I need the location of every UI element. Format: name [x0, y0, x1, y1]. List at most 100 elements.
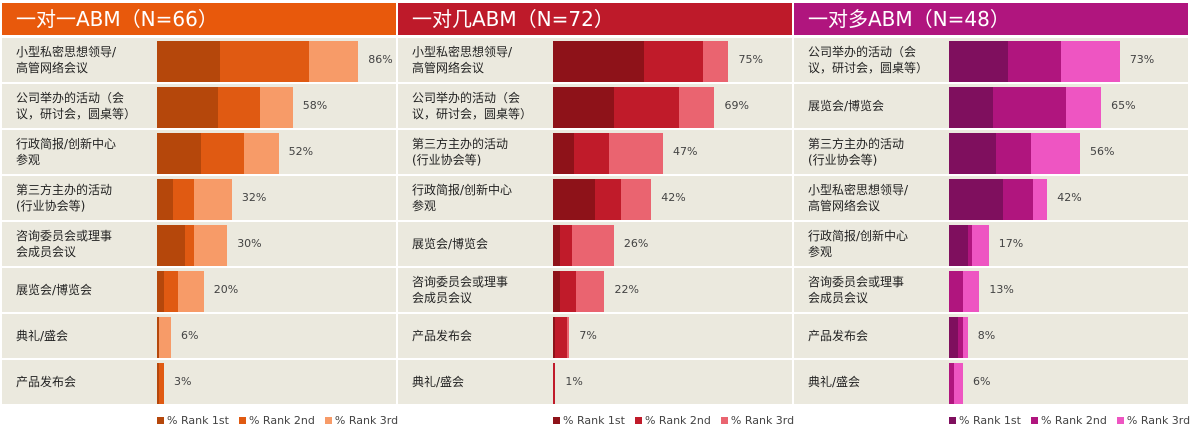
chart-row: 产品发布会 3% [2, 360, 396, 404]
bar-segment-rank-3 [576, 271, 605, 312]
bar-segment-rank-2 [574, 133, 610, 174]
total-value-label: 75% [738, 53, 763, 66]
bar-segment-rank-3 [620, 179, 652, 220]
bar-segment-rank-3 [178, 271, 204, 312]
bar-segment-rank-3 [309, 41, 359, 82]
total-value-label: 58% [302, 99, 328, 112]
legend-label: % Rank 1st [167, 414, 229, 427]
bar-segment-rank-2 [949, 271, 964, 312]
total-value-label: 42% [1057, 191, 1082, 204]
chart-title: 一对多ABM（N=48） [794, 3, 1188, 35]
chart-row: 小型私密思想领导/ 高管网络会议 42% [794, 176, 1188, 220]
total-value-label: 1% [565, 375, 583, 388]
bar-segment-rank-3 [972, 225, 989, 266]
bar-segment-rank-1 [949, 179, 1003, 220]
legend-swatch [720, 417, 728, 424]
bar-segment-rank-3 [1066, 87, 1102, 128]
legend-swatch [157, 417, 164, 424]
bar-segment-rank-1 [949, 225, 968, 266]
legend-swatch [238, 417, 246, 424]
category-label: 咨询委员会或理事 会成员会议 [16, 229, 113, 259]
legend-swatch [1030, 417, 1038, 424]
legend-label: % Rank 3rd [730, 414, 795, 427]
total-value-label: 69% [724, 99, 749, 112]
legend: % Rank 1st % Rank 2nd % Rank 3rd [553, 414, 794, 427]
bar-segment-rank-3 [1061, 41, 1120, 82]
total-value-label: 86% [368, 53, 393, 66]
chart-row: 第三方主办的活动 (行业协会等) 32% [2, 176, 396, 220]
bar-segment-rank-2 [185, 225, 195, 266]
category-label: 行政简报/创新中心 参观 [16, 137, 117, 167]
chart-row: 行政简报/创新中心 参观 17% [794, 222, 1188, 266]
legend-item: % Rank 3rd [1116, 414, 1191, 427]
legend-label: % Rank 1st [563, 414, 625, 427]
bar-segment-rank-3 [243, 133, 279, 174]
bar-segment-rank-2 [217, 87, 260, 128]
chart-row: 第三方主办的活动 (行业协会等) 47% [398, 130, 792, 174]
total-value-label: 6% [973, 375, 991, 388]
bar-segment-rank-2 [949, 363, 954, 404]
bar-segment-rank-1 [949, 87, 994, 128]
bar-segment-rank-2 [159, 363, 164, 404]
bar-segment-rank-1 [949, 317, 959, 358]
bar-segment-rank-2 [613, 87, 680, 128]
chart-row: 行政简报/创新中心 参观 42% [398, 176, 792, 220]
chart-row: 行政简报/创新中心 参观 52% [2, 130, 396, 174]
legend-swatch [553, 417, 560, 424]
total-value-label: 20% [213, 283, 239, 296]
legend-swatch [634, 417, 642, 424]
category-label: 第三方主办的活动 (行业协会等) [412, 137, 509, 167]
bar-segment-rank-3 [1033, 179, 1048, 220]
bar-segment-rank-2 [560, 225, 572, 266]
total-value-label: 47% [672, 145, 698, 158]
bar-segment-rank-1 [157, 87, 218, 128]
category-label: 小型私密思想领导/ 高管网络会议 [16, 45, 117, 75]
bar-segment-rank-1 [553, 179, 596, 220]
category-label: 产品发布会 [808, 329, 869, 343]
total-value-label: 8% [977, 329, 996, 342]
chart-title: 一对一ABM（N=66） [2, 3, 396, 35]
total-value-label: 17% [998, 237, 1024, 250]
category-label: 典礼/盛会 [808, 375, 861, 389]
bar-segment-rank-3 [194, 225, 228, 266]
category-label: 公司举办的活动（会 议，研讨会，圆桌等） [808, 45, 929, 75]
legend-label: % Rank 3rd [1126, 414, 1191, 427]
bar-segment-rank-1 [157, 41, 221, 82]
bar-segment-rank-1 [157, 363, 160, 404]
total-value-label: 22% [614, 283, 639, 296]
legend-item: % Rank 1st [949, 414, 1021, 427]
chart-row: 典礼/盛会 1% [398, 360, 792, 404]
total-value-label: 73% [1129, 53, 1155, 66]
chart-row: 典礼/盛会 6% [2, 314, 396, 358]
chart-title: 一对几ABM（N=72） [398, 3, 792, 35]
category-label: 小型私密思想领导/ 高管网络会议 [808, 183, 909, 213]
bar-segment-rank-3 [963, 317, 968, 358]
bar-segment-rank-2 [173, 179, 195, 220]
category-label: 典礼/盛会 [412, 375, 465, 389]
bar-segment-rank-1 [553, 41, 645, 82]
bar-segment-rank-3 [567, 317, 570, 358]
total-value-label: 30% [237, 237, 262, 250]
bar-segment-rank-3 [963, 271, 980, 312]
bar-segment-rank-1 [157, 271, 165, 312]
total-value-label: 52% [288, 145, 314, 158]
chart-row: 第三方主办的活动 (行业协会等) 56% [794, 130, 1188, 174]
legend-item: % Rank 1st [553, 414, 625, 427]
bar-segment-rank-2 [220, 41, 310, 82]
bar-segment-rank-2 [967, 225, 973, 266]
legend-label: % Rank 2nd [248, 414, 315, 427]
total-value-label: 26% [623, 237, 649, 250]
bar-segment-rank-3 [259, 87, 293, 128]
bar-segment-rank-2 [595, 179, 621, 220]
category-label: 第三方主办的活动 (行业协会等) [16, 183, 113, 213]
bar-segment-rank-3 [1030, 133, 1081, 174]
category-label: 公司举办的活动（会 议，研讨会，圆桌等） [16, 91, 137, 121]
bar-segment-rank-1 [553, 225, 561, 266]
bar-segment-rank-3 [702, 41, 729, 82]
legend-item: % Rank 3rd [720, 414, 795, 427]
bar-segment-rank-3 [571, 225, 614, 266]
category-label: 咨询委员会或理事 会成员会议 [412, 275, 509, 305]
bar-segment-rank-1 [949, 41, 1008, 82]
chart-panel: 一对几ABM（N=72） 小型私密思想领导/ 高管网络会议 75% 公司举办的活动（会… [398, 3, 794, 440]
chart-panel: 一对多ABM（N=48） 公司举办的活动（会 议，研讨会，圆桌等） 73% 展览会/博… [794, 3, 1191, 440]
